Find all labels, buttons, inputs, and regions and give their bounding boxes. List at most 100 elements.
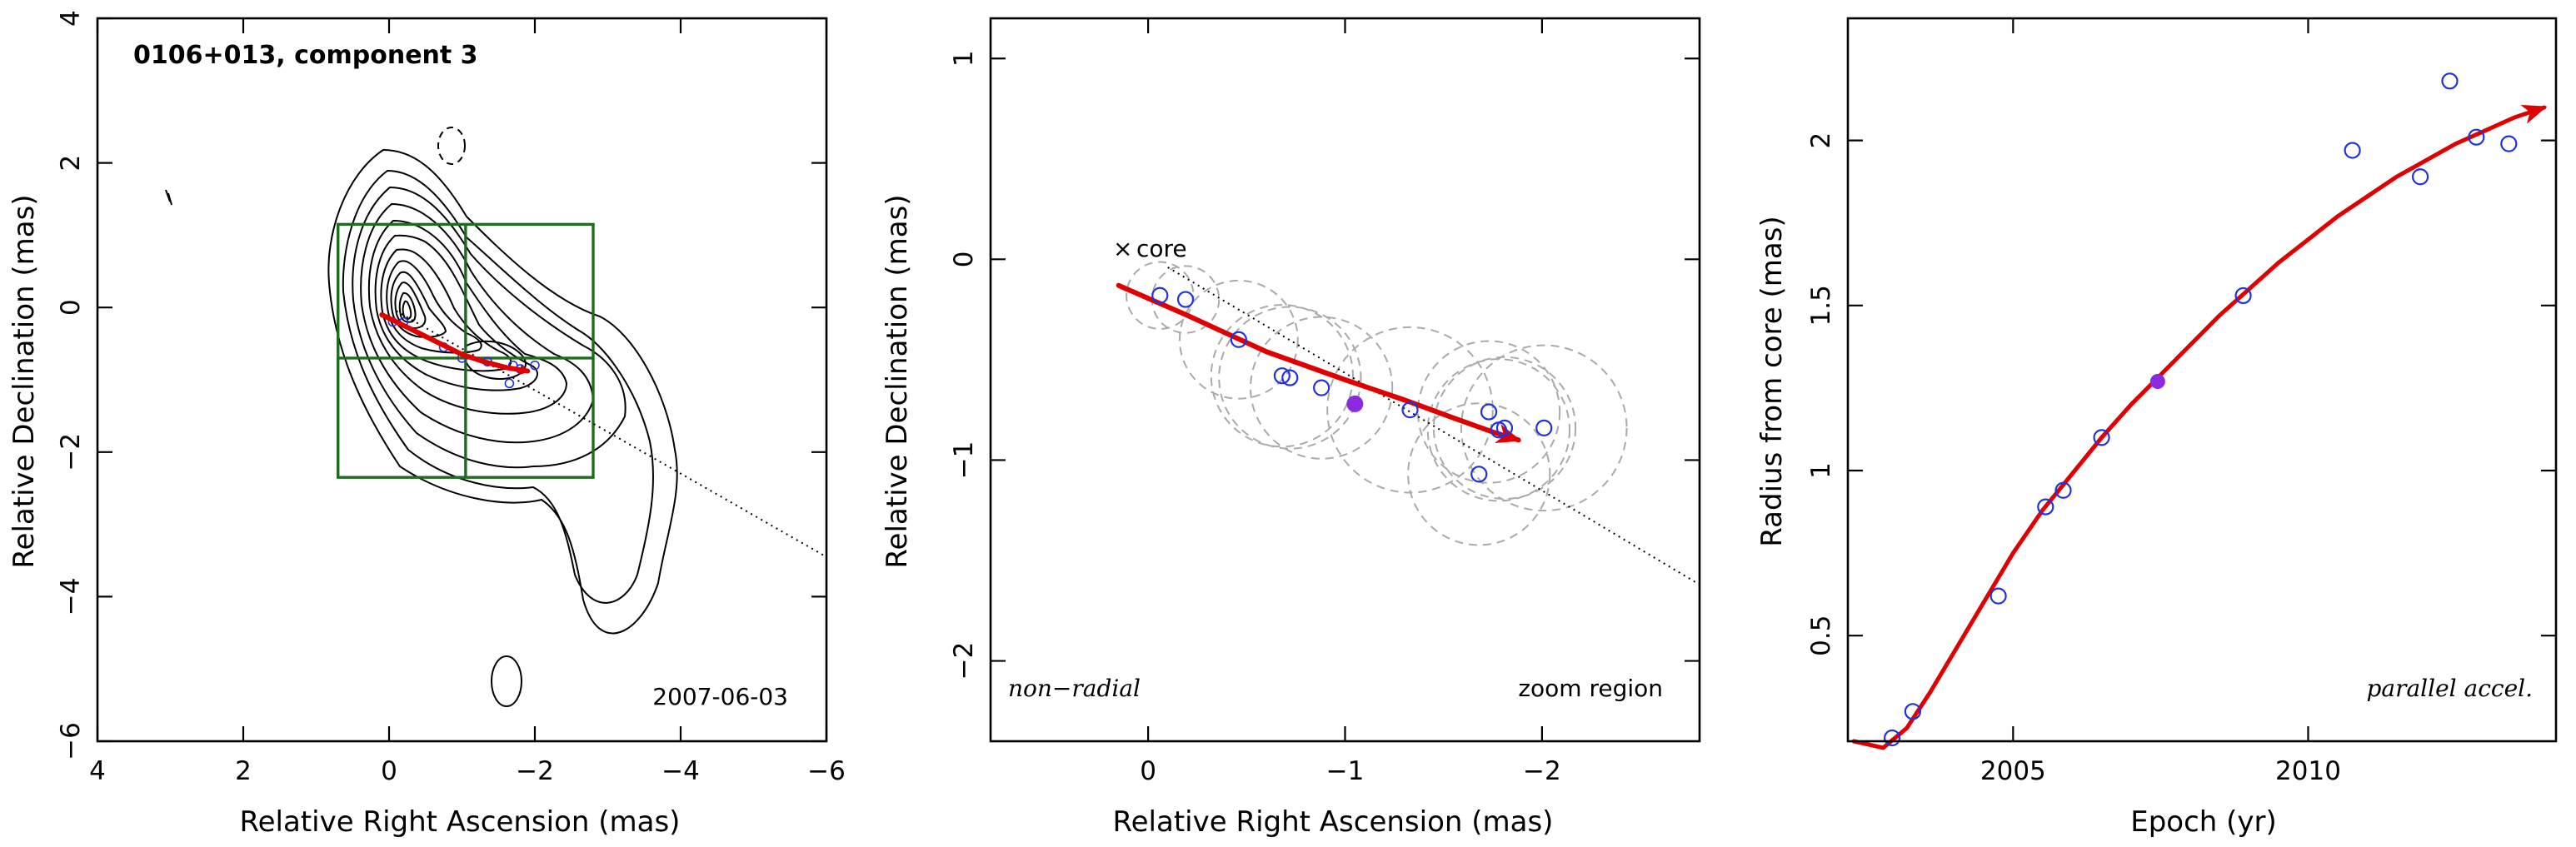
trajectory-curve bbox=[379, 311, 531, 376]
fit-curve bbox=[1851, 104, 2548, 750]
left-overlay bbox=[379, 310, 827, 558]
y-tick-label: 1.5 bbox=[1806, 285, 1836, 326]
data-point bbox=[2234, 286, 2252, 305]
contour-4 bbox=[360, 202, 595, 444]
y-tick-label: 2 bbox=[1806, 132, 1836, 149]
component-size-circles bbox=[1126, 261, 1628, 546]
contour-8 bbox=[386, 260, 482, 354]
y-tick-label: 0 bbox=[56, 299, 86, 316]
contour-12 bbox=[402, 300, 412, 320]
x-tick-label: 2005 bbox=[1980, 756, 2046, 786]
x-tick-label: 2 bbox=[235, 756, 252, 786]
x-tick-label: 4 bbox=[89, 756, 106, 786]
component-size-circle bbox=[1416, 340, 1561, 484]
y-tick-label: −2 bbox=[56, 433, 86, 471]
middle-axes: 0 −1 −2 −2 −1 0 1 bbox=[949, 17, 1701, 786]
data-point bbox=[1884, 729, 1901, 747]
right-overlay bbox=[1851, 72, 2548, 750]
contour-island bbox=[491, 655, 522, 707]
restoring-beam bbox=[165, 189, 172, 206]
core-marker: × bbox=[1113, 235, 1132, 262]
data-point bbox=[2054, 481, 2072, 499]
data-point bbox=[2411, 168, 2429, 186]
component-size-circle bbox=[1218, 306, 1362, 450]
right-note: parallel accel. bbox=[2366, 675, 2533, 702]
data-point bbox=[1470, 466, 1488, 483]
x-tick-label: 2010 bbox=[2275, 756, 2341, 786]
x-tick-label: −6 bbox=[807, 756, 846, 786]
data-point bbox=[1273, 367, 1290, 385]
left-panel-title: 0106+013, component 3 bbox=[133, 41, 478, 70]
direction-line bbox=[396, 310, 827, 558]
y-tick-label: 2 bbox=[56, 155, 86, 172]
left-ylabel: Relative Declination (mas) bbox=[7, 194, 41, 568]
y-tick-label: 1 bbox=[949, 50, 979, 67]
data-point bbox=[504, 378, 515, 389]
component-size-circle bbox=[1460, 344, 1628, 512]
data-point bbox=[1495, 419, 1514, 436]
component-size-circle bbox=[1432, 356, 1577, 500]
component-size-circle bbox=[1178, 279, 1299, 400]
left-date-label: 2007-06-03 bbox=[652, 683, 788, 710]
middle-ylabel: Relative Declination (mas) bbox=[881, 194, 914, 568]
component-size-circle bbox=[1126, 261, 1195, 330]
x-tick-label: 0 bbox=[1140, 756, 1156, 786]
left-panel: 4 2 0 −2 −4 −6 −6 −4 −2 0 2 4 0106+013, component 3… bbox=[7, 10, 846, 839]
data-point bbox=[2441, 72, 2459, 90]
data-point bbox=[2093, 429, 2110, 446]
contour-6 bbox=[374, 234, 538, 391]
x-tick-label: −2 bbox=[516, 756, 554, 786]
x-tick-label: 0 bbox=[381, 756, 397, 786]
x-tick-label: −2 bbox=[1523, 756, 1561, 786]
middle-right-note: zoom region bbox=[1518, 675, 1663, 702]
trajectory-curve bbox=[1116, 282, 1522, 443]
component-size-circle bbox=[1407, 402, 1551, 546]
contour-2 bbox=[342, 169, 654, 604]
direction-line bbox=[1167, 267, 1700, 585]
data-point bbox=[1230, 331, 1247, 348]
core-label: core bbox=[1136, 235, 1187, 262]
y-tick-label: −4 bbox=[56, 578, 86, 616]
y-tick-label: −2 bbox=[949, 642, 979, 680]
contour-10 bbox=[394, 282, 427, 330]
contour-map bbox=[165, 127, 678, 707]
y-tick-label: −1 bbox=[949, 441, 979, 480]
left-axes: 4 2 0 −2 −4 −6 −6 −4 −2 0 2 4 bbox=[56, 10, 846, 786]
contour-1 bbox=[327, 148, 678, 635]
x-tick-label: −1 bbox=[1326, 756, 1365, 786]
y-tick-label: 4 bbox=[56, 10, 86, 27]
current-epoch-point bbox=[2149, 373, 2165, 389]
zoom-box bbox=[337, 222, 595, 479]
contour-3 bbox=[352, 186, 627, 469]
right-axes: 2005 2010 0.5 1 1.5 2 bbox=[1806, 17, 2558, 786]
data-point bbox=[1904, 703, 1922, 720]
middle-left-note: non−radial bbox=[1008, 675, 1141, 702]
y-tick-label: 0.5 bbox=[1806, 615, 1836, 656]
data-point bbox=[1989, 587, 2007, 605]
right-panel: 2005 2010 0.5 1 1.5 2 parallel accel. Epoch (… bbox=[1755, 17, 2558, 839]
data-point bbox=[530, 360, 540, 371]
component-size-circle bbox=[1250, 316, 1394, 460]
data-point bbox=[1401, 401, 1419, 419]
data-point bbox=[1176, 291, 1195, 308]
data-point bbox=[1313, 379, 1330, 396]
plot-frame bbox=[1846, 17, 2558, 743]
negative-contour bbox=[437, 127, 466, 165]
data-point bbox=[2037, 498, 2054, 516]
data-point bbox=[1480, 403, 1498, 421]
plot-frame bbox=[96, 17, 828, 743]
y-tick-label: 0 bbox=[949, 251, 979, 267]
middle-xlabel: Relative Right Ascension (mas) bbox=[1113, 805, 1554, 839]
data-point bbox=[1151, 286, 1169, 304]
component-size-circle bbox=[1210, 304, 1354, 448]
data-point bbox=[2344, 142, 2361, 159]
y-tick-label: 1 bbox=[1806, 462, 1836, 479]
middle-panel: 0 −1 −2 −2 −1 0 1 core × non−radial zoom regio… bbox=[881, 17, 1701, 839]
data-point bbox=[1535, 419, 1553, 436]
middle-overlay bbox=[1116, 267, 1700, 585]
data-point bbox=[2468, 128, 2485, 146]
contour-11 bbox=[398, 291, 417, 323]
data-point bbox=[2500, 135, 2518, 152]
left-xlabel: Relative Right Ascension (mas) bbox=[240, 805, 681, 839]
